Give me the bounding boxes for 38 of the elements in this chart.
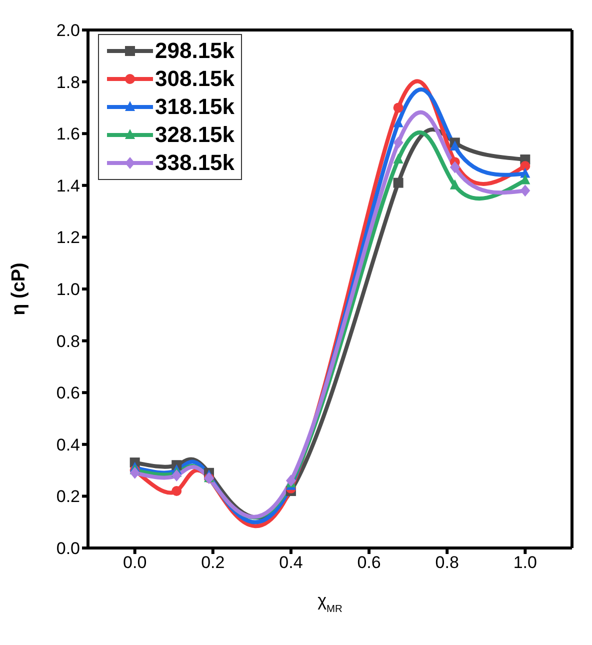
x-tick-label: 0.0 xyxy=(123,553,147,572)
point xyxy=(393,117,404,128)
point xyxy=(130,466,140,479)
point xyxy=(393,136,404,149)
x-tick-label: 0.2 xyxy=(201,553,225,572)
point xyxy=(520,160,530,171)
point xyxy=(450,179,460,190)
y-tick-label: 2.0 xyxy=(56,21,80,40)
point xyxy=(450,161,460,174)
point xyxy=(450,140,460,151)
point xyxy=(393,154,404,164)
y-tick-label: 0.0 xyxy=(56,539,80,558)
y-axis-title: η (cP) xyxy=(8,262,30,316)
y-tick-label: 1.8 xyxy=(56,72,80,92)
point xyxy=(520,184,530,197)
y-tick-label: 0.6 xyxy=(56,384,80,403)
x-tick-label: 0.8 xyxy=(435,553,459,572)
y-tick-label: 1.0 xyxy=(56,280,80,300)
point xyxy=(393,178,404,188)
legend-label: 308.15k xyxy=(155,65,235,93)
y-tick-label: 0.2 xyxy=(56,487,80,506)
point xyxy=(172,469,182,482)
x-tick-label: 0.6 xyxy=(357,553,381,572)
x-tick-label: 1.0 xyxy=(513,553,537,572)
legend-label: 298.15k xyxy=(155,37,235,65)
y-tick-label: 1.6 xyxy=(56,124,80,144)
point xyxy=(172,486,182,496)
point xyxy=(286,474,296,487)
legend-label: 338.15k xyxy=(155,149,235,177)
y-tick-label: 1.4 xyxy=(56,176,80,196)
x-tick-label: 0.4 xyxy=(279,553,303,572)
point xyxy=(393,102,404,113)
legend-label: 328.15k xyxy=(155,121,235,149)
y-tick-label: 1.2 xyxy=(56,228,80,248)
legend-label: 318.15k xyxy=(155,93,235,121)
x-axis-title: χ$_{MR}$ xyxy=(318,591,342,614)
y-tick-label: 0.8 xyxy=(56,332,80,351)
y-tick-label: 0.4 xyxy=(56,435,80,454)
